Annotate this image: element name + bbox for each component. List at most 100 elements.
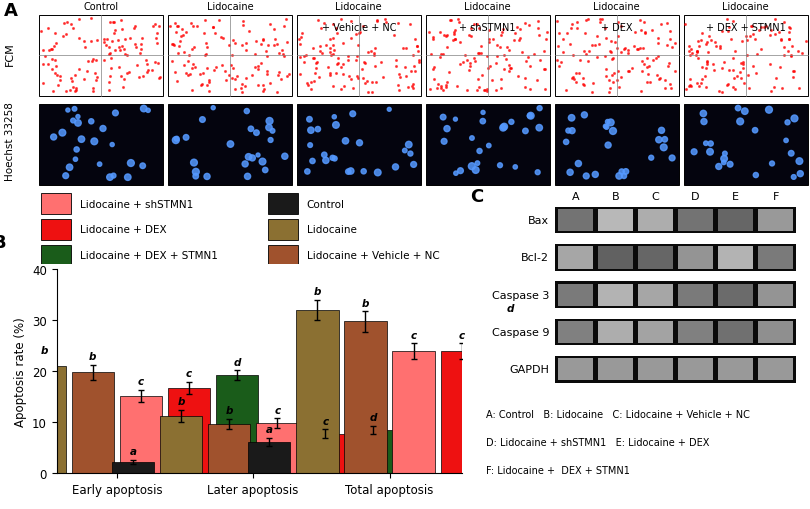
Point xyxy=(146,67,159,75)
Point xyxy=(727,17,740,25)
Point xyxy=(87,55,100,64)
Point xyxy=(337,71,350,79)
Point xyxy=(491,53,504,62)
Point xyxy=(791,48,804,56)
Point xyxy=(617,173,630,181)
Point xyxy=(599,66,612,74)
Point xyxy=(193,71,206,79)
Point xyxy=(343,73,356,81)
Point xyxy=(693,82,706,91)
Point xyxy=(105,38,118,46)
Bar xyxy=(558,247,593,269)
Point xyxy=(727,75,740,83)
Text: d: d xyxy=(506,303,514,314)
Point xyxy=(696,64,709,72)
Point xyxy=(173,42,185,50)
Point xyxy=(280,72,293,80)
Point xyxy=(478,87,491,95)
Point xyxy=(279,153,292,161)
Point xyxy=(589,42,602,50)
Point xyxy=(335,64,347,72)
Text: C: C xyxy=(652,192,659,202)
Point xyxy=(738,80,751,88)
Point xyxy=(453,19,466,27)
Point xyxy=(392,71,405,79)
Point xyxy=(187,159,200,167)
Point xyxy=(258,86,271,94)
Point xyxy=(489,60,502,68)
Point xyxy=(152,75,165,83)
Point xyxy=(716,89,729,97)
Point xyxy=(201,65,214,73)
Point xyxy=(311,126,324,134)
Point xyxy=(640,64,653,72)
Text: Lidocaine: Lidocaine xyxy=(307,225,356,235)
Point xyxy=(407,52,420,61)
Point xyxy=(469,58,482,66)
Point xyxy=(622,68,635,76)
Point xyxy=(255,41,268,49)
Point xyxy=(47,134,60,142)
Point xyxy=(260,48,273,56)
Point xyxy=(172,23,185,31)
Point xyxy=(690,49,703,57)
Point xyxy=(200,39,213,47)
Point xyxy=(617,46,630,54)
Point xyxy=(472,25,485,33)
Point xyxy=(654,21,667,30)
Point xyxy=(123,69,136,77)
Bar xyxy=(305,434,347,473)
Bar xyxy=(268,220,298,240)
Point xyxy=(104,54,117,63)
Text: Control: Control xyxy=(307,199,345,209)
Point xyxy=(407,161,420,169)
Point xyxy=(496,30,509,38)
Point xyxy=(335,16,347,24)
Point xyxy=(497,124,509,132)
Point xyxy=(440,33,453,41)
Point xyxy=(319,157,332,165)
Point xyxy=(599,73,612,81)
Point xyxy=(79,44,92,52)
Point xyxy=(399,73,412,81)
Point xyxy=(757,23,770,32)
Point xyxy=(35,27,48,36)
Point xyxy=(731,73,744,81)
Point xyxy=(433,54,446,62)
Point xyxy=(734,118,747,126)
Bar xyxy=(112,462,154,473)
Point xyxy=(172,50,185,58)
Point xyxy=(396,45,409,53)
Point xyxy=(323,45,336,53)
Point xyxy=(450,83,463,91)
Point xyxy=(669,68,682,76)
Point xyxy=(519,58,532,66)
Point xyxy=(377,74,390,82)
Point xyxy=(137,105,150,114)
Point xyxy=(577,74,590,82)
Bar xyxy=(558,358,593,381)
Point xyxy=(104,49,117,58)
Point xyxy=(59,31,72,39)
Point xyxy=(313,47,326,55)
Point xyxy=(606,56,619,64)
Point xyxy=(326,21,339,29)
Text: c: c xyxy=(186,368,192,378)
Point xyxy=(339,137,352,146)
Point xyxy=(594,19,607,27)
Point xyxy=(437,87,450,95)
Point xyxy=(440,84,453,92)
Point xyxy=(664,81,677,89)
Bar xyxy=(758,284,793,306)
Point xyxy=(304,142,317,150)
Point xyxy=(460,56,473,65)
Point xyxy=(497,25,509,34)
Point xyxy=(773,29,786,37)
Text: c: c xyxy=(322,416,328,426)
Point xyxy=(185,19,198,27)
Text: Lidocaine: Lidocaine xyxy=(723,2,769,12)
Point xyxy=(449,36,462,44)
Bar xyxy=(556,319,795,346)
Point xyxy=(527,50,540,59)
Text: + shSTMN1: + shSTMN1 xyxy=(459,23,516,33)
